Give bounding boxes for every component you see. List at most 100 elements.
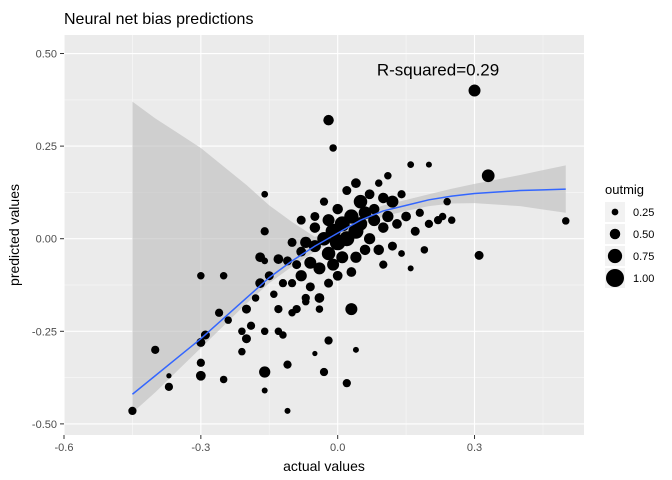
data-point (353, 194, 368, 209)
data-point (332, 270, 343, 281)
data-point (302, 297, 310, 306)
data-point (296, 215, 306, 225)
data-point (292, 260, 302, 270)
data-point (387, 241, 397, 251)
data-point (224, 316, 232, 324)
data-point (398, 250, 405, 257)
legend-label: 1.00 (633, 273, 654, 285)
data-point (378, 192, 389, 204)
data-point (438, 212, 447, 221)
legend-symbol (607, 248, 623, 264)
data-point (260, 227, 269, 236)
data-point (260, 327, 269, 336)
data-point (255, 278, 266, 289)
data-point (261, 257, 269, 265)
legend-symbol (609, 228, 621, 240)
data-point (195, 370, 206, 381)
confidence-band (132, 101, 566, 413)
data-points (128, 84, 570, 416)
data-point (374, 179, 383, 187)
data-point (562, 217, 570, 225)
data-point (358, 206, 372, 220)
data-point (310, 211, 320, 221)
data-point (364, 189, 375, 200)
data-point (261, 190, 269, 198)
data-point (324, 278, 334, 288)
data-point (219, 271, 228, 280)
data-point (424, 219, 434, 229)
data-point (410, 226, 420, 236)
data-point (415, 208, 424, 217)
data-point (166, 373, 172, 379)
data-point (261, 387, 268, 394)
data-point (305, 282, 315, 292)
data-point (274, 304, 283, 314)
data-point (313, 262, 326, 275)
legend-label: 0.75 (633, 251, 654, 263)
data-point (324, 336, 333, 345)
data-point (345, 303, 358, 316)
data-point (373, 244, 384, 256)
chart-title: Neural net bias predictions (64, 11, 253, 28)
data-point (407, 161, 415, 169)
x-axis-title: actual values (283, 458, 365, 474)
r-squared-annotation: R-squared=0.29 (377, 61, 499, 80)
data-point (386, 195, 399, 208)
data-point (238, 327, 246, 336)
data-point (300, 236, 312, 249)
data-point (468, 84, 481, 97)
legend-label: 0.25 (633, 207, 654, 219)
data-point (332, 203, 343, 215)
data-point (246, 321, 256, 330)
y-axis-title: predicted values (6, 184, 22, 286)
data-point (353, 217, 368, 231)
y-tick-label: 0.50 (36, 49, 57, 61)
size-legend: outmig 0.25 0.50 0.75 1.00 (605, 182, 654, 288)
data-point (425, 161, 432, 168)
data-point (382, 210, 394, 223)
data-point (292, 304, 301, 314)
data-point (304, 256, 317, 269)
data-point (287, 279, 297, 288)
data-point (481, 169, 495, 183)
data-point (312, 350, 318, 357)
data-point (214, 308, 224, 317)
data-point (323, 114, 334, 126)
y-tick-label: -0.25 (32, 326, 57, 338)
data-point (322, 214, 335, 227)
data-point (379, 260, 388, 269)
data-point (420, 246, 429, 254)
data-point (342, 186, 352, 196)
data-point (251, 294, 260, 302)
data-point (128, 406, 137, 416)
data-point (321, 246, 336, 261)
data-point (401, 211, 411, 222)
x-axis-ticks: -0.6 -0.3 0.0 0.3 (55, 435, 482, 454)
data-point (368, 214, 381, 227)
data-point (287, 237, 297, 247)
data-point (342, 379, 351, 388)
data-point (319, 197, 329, 206)
data-point (151, 345, 160, 354)
data-point (392, 219, 402, 229)
data-point (397, 190, 406, 199)
data-point (352, 346, 359, 353)
y-tick-label: 0.00 (36, 234, 57, 246)
y-tick-label: -0.50 (32, 419, 57, 431)
data-point (270, 290, 278, 299)
data-point (283, 360, 292, 369)
data-point (314, 293, 325, 303)
data-point (319, 367, 329, 377)
data-point (279, 331, 287, 339)
data-point (359, 244, 371, 256)
y-axis-ticks: -0.50 -0.25 0.00 0.25 0.50 (32, 49, 64, 431)
x-tick-label: -0.6 (55, 442, 74, 454)
data-point (196, 358, 205, 367)
data-point (443, 197, 451, 206)
legend-label: 0.50 (633, 229, 654, 241)
data-point (351, 178, 361, 189)
data-point (295, 270, 307, 282)
data-point (219, 375, 228, 384)
data-point (259, 366, 271, 378)
